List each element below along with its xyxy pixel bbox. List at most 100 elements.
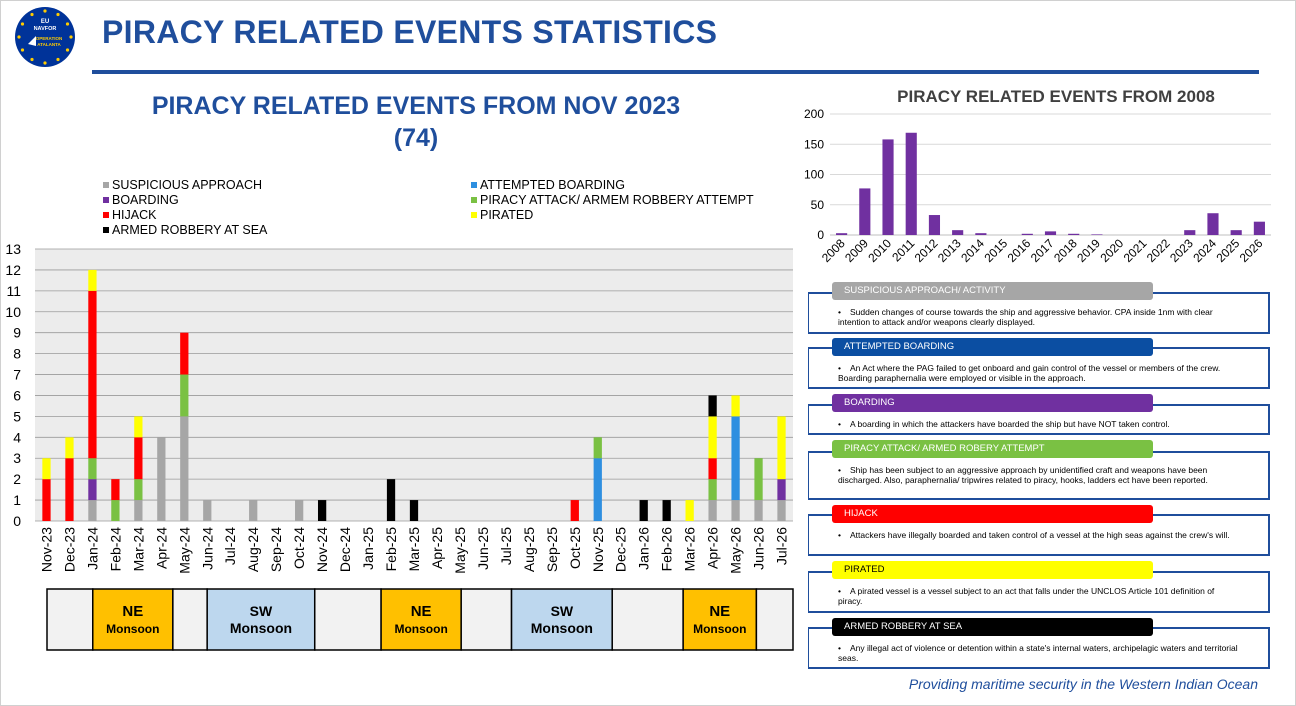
bar-year <box>836 233 848 235</box>
x-tick-label: 2010 <box>865 236 894 265</box>
bar-hijack <box>65 458 74 521</box>
x-tick-label: Aug-24 <box>245 527 261 572</box>
bar-year <box>1091 234 1103 235</box>
monsoon-label: Monsoon <box>230 620 292 636</box>
bar-year <box>1253 221 1265 235</box>
legend-label: ATTEMPTED BOARDING <box>480 178 625 192</box>
y-tick-label: 1 <box>13 492 21 508</box>
bar-hijack <box>42 479 51 521</box>
bar-year <box>905 132 917 235</box>
x-tick-label: 2023 <box>1167 236 1196 265</box>
page-title: PIRACY RELATED EVENTS STATISTICS <box>102 14 718 50</box>
definition-text: • Sudden changes of course towards the sh… <box>838 307 1238 327</box>
x-tick-label: 2021 <box>1121 236 1150 265</box>
y-tick-label: 4 <box>13 429 21 445</box>
bar-suspicious <box>754 500 763 521</box>
legend-hijack: HIJACK <box>103 208 156 222</box>
definition-body: Attackers have illegally boarded and tak… <box>850 530 1230 540</box>
x-tick-label: 2011 <box>889 236 917 264</box>
y-tick-label: 0 <box>13 513 21 529</box>
y-tick-label: 5 <box>13 408 21 424</box>
x-tick-label: 2009 <box>842 236 871 265</box>
x-tick-label: Mar-24 <box>130 527 146 572</box>
x-tick-label: 2024 <box>1190 236 1219 265</box>
x-tick-label: Nov-23 <box>38 527 54 572</box>
bar-year <box>1044 231 1057 235</box>
bar-hijack <box>180 332 189 375</box>
logo-text-navfor: NAVFOR <box>34 26 57 32</box>
x-tick-label: Dec-25 <box>613 527 629 572</box>
bar-boarding <box>777 479 786 501</box>
monsoon-cell-none <box>611 588 684 651</box>
definition-text: • Ship has been subject to an aggressive … <box>838 465 1238 485</box>
y-tick-label: 100 <box>804 168 824 182</box>
bullet-icon: • <box>838 586 841 596</box>
bar-armed <box>386 479 396 521</box>
y-tick-label: 8 <box>13 346 21 362</box>
main-chart-title: PIRACY RELATED EVENTS FROM NOV 2023 (74) <box>60 90 772 154</box>
bar-attack <box>134 479 143 501</box>
x-tick-label: Jun-26 <box>751 527 767 570</box>
x-tick-label: Feb-24 <box>107 527 123 572</box>
logo-text-atalanta: ATALANTA <box>37 42 61 47</box>
legend-label: SUSPICIOUS APPROACH <box>112 178 263 192</box>
x-tick-label: Apr-24 <box>153 527 169 569</box>
bar-suspicious <box>249 500 258 521</box>
legend-swatch-armed <box>103 227 109 233</box>
eunavfor-logo: EU NAVFOR OPERATION ATALANTA <box>15 7 75 67</box>
x-tick-label: Aug-25 <box>521 527 537 572</box>
monsoon-label: NE <box>122 603 143 620</box>
x-tick-label: Feb-26 <box>659 527 675 572</box>
legend-label: ARMED ROBBERY AT SEA <box>112 223 268 237</box>
bullet-icon: • <box>838 363 841 373</box>
logo-star-icon <box>43 61 47 65</box>
bar-year <box>1021 233 1033 235</box>
definition-body: An Act where the PAG failed to get onboa… <box>838 363 1221 383</box>
legend-label: PIRACY ATTACK/ ARMEM ROBBERY ATTEMPT <box>480 193 754 207</box>
bar-pirated <box>685 500 694 521</box>
bar-year <box>1184 230 1196 235</box>
y-tick-label: 0 <box>817 228 824 242</box>
bar-suspicious <box>203 500 212 521</box>
bar-pirated <box>42 458 51 480</box>
bar-attack <box>708 479 717 501</box>
definition-title: ARMED ROBBERY AT SEA <box>832 618 1153 636</box>
bar-pirated <box>731 395 740 417</box>
bar-year <box>1230 230 1242 235</box>
bar-hijack <box>134 437 143 480</box>
definition-text: • Attackers have illegally boarded and ta… <box>838 530 1238 540</box>
x-tick-label: Jul-25 <box>498 527 514 565</box>
x-tick-label: Jan-25 <box>360 527 376 570</box>
y-tick-label: 10 <box>5 304 21 320</box>
yearly-events-chart: 0501001502002008200920102011201220132014… <box>804 107 1271 265</box>
y-tick-label: 9 <box>13 325 21 341</box>
x-tick-label: Apr-25 <box>429 527 445 569</box>
definition-text: • A pirated vessel is a vessel subject to… <box>838 586 1238 606</box>
logo-star-icon <box>20 48 25 52</box>
bar-suspicious <box>180 416 189 521</box>
monsoon-label: SW <box>250 603 273 619</box>
legend-swatch-boarding <box>103 197 109 203</box>
monsoon-label: NE <box>709 603 730 620</box>
main-chart-title-line1: PIRACY RELATED EVENTS FROM NOV 2023 <box>151 92 681 120</box>
bar-suspicious <box>731 500 740 521</box>
x-tick-label: 2025 <box>1214 236 1243 265</box>
x-tick-label: Mar-26 <box>682 527 698 572</box>
x-tick-label: Mar-25 <box>406 527 422 572</box>
bar-hijack <box>570 500 579 521</box>
x-tick-label: Sep-24 <box>268 527 284 572</box>
bar-attack <box>754 458 763 501</box>
legend-label: PIRATED <box>480 208 534 222</box>
monsoon-label: Monsoon <box>106 622 159 636</box>
monsoon-cell-none <box>460 588 513 651</box>
logo-star-icon <box>56 57 60 62</box>
bar-armed <box>409 500 419 521</box>
legend-armed: ARMED ROBBERY AT SEA <box>103 223 267 237</box>
x-tick-label: 2016 <box>1005 236 1034 265</box>
bar-hijack <box>111 479 120 501</box>
definition-title: BOARDING <box>832 394 1153 412</box>
bar-boarding <box>88 479 97 501</box>
bar-armed <box>662 500 671 521</box>
x-tick-label: 2012 <box>912 236 941 265</box>
footer-tagline: Providing maritime security in the Weste… <box>908 676 1258 692</box>
